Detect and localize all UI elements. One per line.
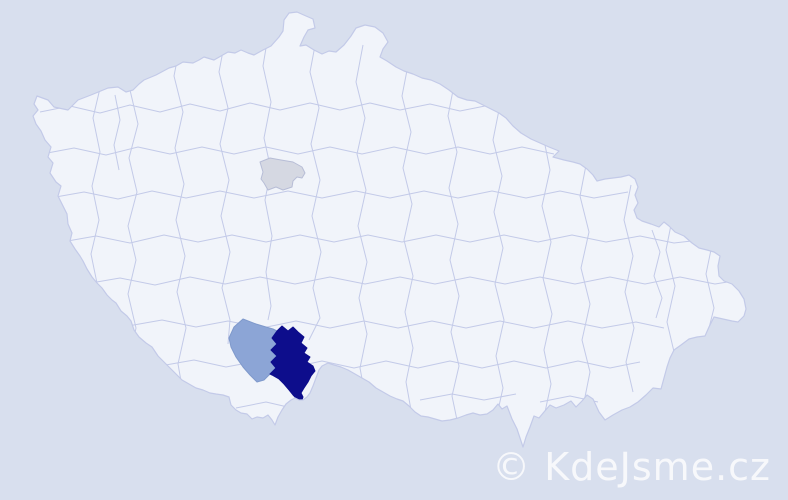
- district-border-line: [127, 319, 665, 329]
- district-border-line: [447, 79, 460, 421]
- district-border-line: [308, 34, 322, 341]
- district-border-line: [235, 401, 293, 409]
- country-outline: [32, 11, 747, 448]
- district-border-line: [401, 59, 414, 411]
- district-border-line: [492, 104, 505, 416]
- district-border-line: [113, 94, 121, 171]
- district-border-line: [41, 146, 555, 156]
- district-border-line: [90, 49, 102, 323]
- country-area: [33, 12, 746, 447]
- district-border-line: [127, 54, 139, 363]
- district-border-line: [218, 34, 231, 345]
- district-border-line: [651, 229, 663, 319]
- district-border-line: [579, 159, 591, 403]
- district-border-line: [39, 102, 521, 114]
- district-border-line: [49, 190, 629, 200]
- district-boundaries: [39, 29, 741, 421]
- district-capital-prague: [259, 157, 306, 191]
- district-border-line: [419, 393, 517, 401]
- district-border-line: [173, 39, 187, 399]
- district-border-line: [355, 44, 368, 396]
- district-border-line: [705, 239, 715, 337]
- district-border-line: [84, 276, 741, 286]
- district-border-line: [623, 184, 635, 393]
- district-highlight-dark-blue: [269, 325, 316, 402]
- district-border-line: [61, 234, 701, 244]
